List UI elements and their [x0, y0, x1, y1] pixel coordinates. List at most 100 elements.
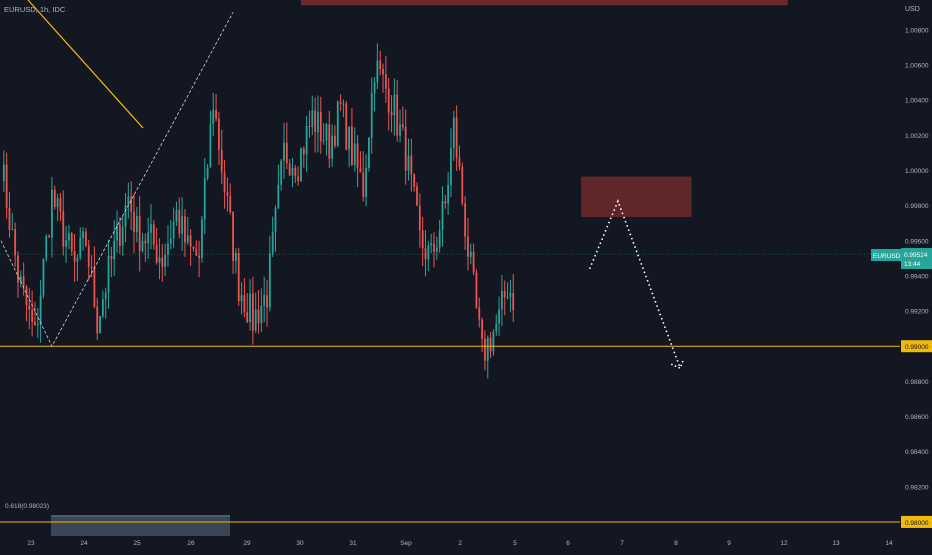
candle-body	[314, 110, 317, 133]
candle-body	[506, 296, 509, 298]
price-tick-label: 0.99800	[905, 203, 929, 210]
candle-body	[5, 164, 8, 208]
candle-body	[351, 126, 353, 165]
candle-body	[178, 209, 181, 234]
candle-body	[93, 267, 96, 307]
plot-background	[0, 0, 900, 536]
time-tick-label: 6	[566, 540, 570, 547]
candle-body	[223, 172, 226, 193]
candle-body	[305, 125, 308, 155]
candle-body	[96, 306, 99, 334]
candle-body	[418, 205, 421, 231]
candle-body	[441, 201, 444, 231]
candle-body	[135, 216, 138, 233]
time-tick-label: 30	[296, 540, 304, 547]
candle-body	[424, 248, 427, 260]
candle-body	[433, 243, 435, 252]
candle-body	[169, 238, 172, 244]
time-tick-label: 14	[885, 540, 893, 547]
candle-body	[11, 228, 14, 230]
time-tick-label: 31	[349, 540, 357, 547]
time-tick-label: 13	[832, 540, 840, 547]
top-zone	[300, 0, 788, 6]
candle-body	[444, 201, 447, 204]
candle-body	[167, 243, 169, 255]
candle-body	[79, 238, 82, 258]
candle-body	[430, 243, 433, 246]
candle-body	[172, 221, 175, 239]
candle-body	[509, 292, 512, 297]
candle-body	[2, 164, 5, 182]
candle-body	[203, 178, 206, 220]
candle-body	[498, 309, 500, 324]
candle-body	[99, 315, 101, 334]
candle-body	[56, 198, 59, 207]
candle-body	[68, 233, 70, 241]
level-price-tag	[901, 340, 932, 353]
trend-line	[27, 0, 144, 129]
level-price-tag	[901, 515, 932, 528]
candle-body	[469, 251, 472, 257]
candle-body	[410, 155, 413, 175]
candle-body	[438, 230, 441, 248]
time-tick-label: Sep	[400, 540, 412, 547]
candle-body	[373, 82, 376, 94]
candle-body	[396, 94, 399, 136]
candle-body	[336, 101, 339, 146]
candle-body	[472, 251, 475, 273]
candle-body	[317, 111, 319, 133]
candle-body	[65, 240, 67, 247]
candle-body	[8, 207, 11, 230]
candle-body	[447, 184, 450, 204]
candle-body	[427, 245, 430, 260]
candle-body	[484, 338, 486, 361]
price-tick-label: 0.99200	[905, 309, 929, 316]
candle-body	[387, 88, 390, 113]
candle-body	[240, 295, 243, 302]
candle-body	[274, 208, 277, 232]
candle-body	[285, 142, 288, 164]
candle-body	[229, 195, 232, 213]
candle-body	[147, 232, 150, 244]
candle-body	[212, 109, 215, 124]
candle-body	[283, 142, 285, 161]
candle-body	[390, 112, 393, 116]
time-tick-label: 12	[780, 540, 788, 547]
candle-body	[73, 251, 76, 262]
candle-body	[359, 167, 362, 173]
candle-body	[215, 109, 217, 119]
time-axis: 23 24 25 26 29 30 31 Sep 2 5 6 7 8 9 12 13 14	[27, 540, 893, 547]
current-price-tag: EURUSD 0.99524 13:44	[871, 248, 932, 269]
candle-body	[48, 236, 51, 238]
candle-body	[249, 293, 251, 323]
time-axis-background	[0, 536, 932, 550]
price-tick-label: 1.00600	[905, 63, 929, 70]
drawings-layer	[0, 0, 900, 523]
zone-layer	[51, 0, 788, 536]
candle-body	[368, 137, 370, 169]
candle-body	[243, 295, 246, 313]
candle-body	[118, 224, 121, 246]
candle-body	[124, 205, 127, 227]
price-tick-label: 0.98200	[905, 484, 929, 491]
candle-body	[19, 276, 22, 283]
candle-body	[339, 101, 342, 104]
candle-body	[130, 196, 133, 212]
candle-body	[328, 124, 331, 159]
time-tick-label: 23	[27, 540, 35, 547]
candle-body	[421, 230, 424, 249]
candle-body	[384, 74, 387, 89]
candle-body	[25, 286, 28, 306]
candle-body	[82, 231, 84, 239]
current-price-countdown: 13:44	[904, 261, 921, 268]
candle-body	[138, 216, 141, 251]
candle-body	[486, 337, 489, 361]
candle-body	[334, 135, 336, 146]
candle-body	[45, 236, 48, 260]
time-tick-label: 8	[674, 540, 678, 547]
candle-body	[322, 140, 325, 142]
candle-body	[192, 246, 195, 249]
candles-layer	[2, 43, 515, 379]
